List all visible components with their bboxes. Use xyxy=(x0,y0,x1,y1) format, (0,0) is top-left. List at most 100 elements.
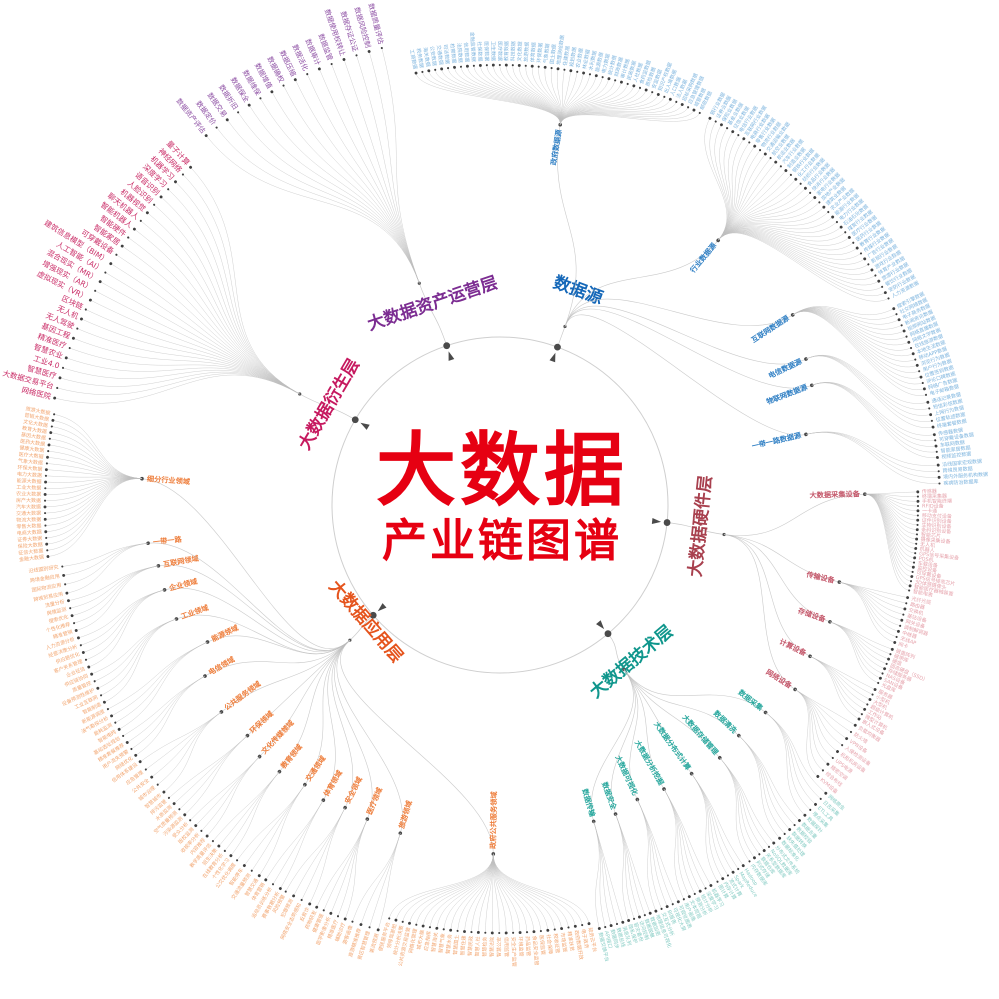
branch-link xyxy=(615,814,646,916)
leaf-node: 证件识别设备 xyxy=(916,517,952,525)
branch-link xyxy=(260,98,420,284)
branch-link xyxy=(718,138,744,241)
branch-link xyxy=(724,534,831,623)
leaf-dot xyxy=(359,923,363,927)
leaf-dot xyxy=(919,375,923,379)
leaf-dot xyxy=(532,930,536,934)
branch-link xyxy=(691,773,723,879)
branch-link xyxy=(829,621,881,679)
leaf-dot xyxy=(278,887,282,891)
leaf-node: 智慧气象 xyxy=(437,928,447,954)
branch-link xyxy=(46,478,143,539)
leaf-dot xyxy=(656,93,660,96)
leaf-dot xyxy=(885,662,888,665)
leaf-label: 智能电表 xyxy=(912,588,933,599)
leaf-dot xyxy=(236,859,239,862)
leaf-node: 司法数据 xyxy=(442,44,451,70)
leaf-label: 气象大数据 xyxy=(18,457,44,466)
sub-node: 医疗领域 xyxy=(365,785,385,816)
leaf-dot xyxy=(329,911,333,915)
branch-link xyxy=(83,589,165,653)
leaf-label: 信用监管 xyxy=(503,937,510,957)
leaf-dot xyxy=(897,318,901,322)
branch-link xyxy=(434,69,561,125)
branch-link xyxy=(467,66,561,125)
leaf-dot xyxy=(902,613,905,616)
branch-link xyxy=(829,621,889,660)
leaf-node: 终端采集器 xyxy=(916,493,947,500)
leaf-dot xyxy=(632,84,636,88)
leaf-dot xyxy=(48,437,51,440)
leaf-dot xyxy=(81,651,85,654)
leaf-dot xyxy=(643,914,646,917)
leaf-dot xyxy=(789,173,792,176)
branch-link xyxy=(718,142,750,241)
leaf-dot xyxy=(259,97,262,100)
sub-node: 工业领域 xyxy=(180,603,211,621)
sub-node-dot xyxy=(219,710,224,714)
leaf-dot xyxy=(421,70,424,73)
branch-link xyxy=(724,534,811,657)
branch-link xyxy=(140,711,222,762)
leaf-dot xyxy=(90,672,94,676)
branch-link xyxy=(195,756,260,826)
branch-link xyxy=(127,675,206,743)
leaf-label: 医疗数据 xyxy=(496,41,503,61)
branch-link xyxy=(493,853,521,933)
branch-link xyxy=(122,675,206,737)
leaf-node: 电商大数据 xyxy=(17,528,48,537)
leaf-label: 证券大数据 xyxy=(17,535,42,544)
branch-link xyxy=(51,426,143,479)
branch-link xyxy=(839,581,895,643)
sub-node-dot xyxy=(398,831,403,835)
leaf-node: 智慧住建 xyxy=(459,930,468,956)
leaf-dot xyxy=(758,853,761,856)
branch-link xyxy=(206,756,260,837)
branch-link xyxy=(236,784,306,861)
sub-node-dot-group xyxy=(219,710,224,714)
leaf-label: 水利数据 xyxy=(587,50,598,71)
branch-link xyxy=(493,853,590,924)
branch-link xyxy=(460,66,561,125)
leaf-dot xyxy=(627,919,631,922)
leaf-dot xyxy=(895,313,898,316)
leaf-dot xyxy=(863,707,867,711)
branch-link xyxy=(201,756,260,832)
leaf-label: 基因大数据 xyxy=(21,431,47,442)
branch-link xyxy=(331,639,354,808)
branch-link xyxy=(559,101,677,125)
leaf-dot xyxy=(204,134,208,138)
branch-link xyxy=(718,232,886,296)
leaf-dot xyxy=(465,64,469,68)
leaf-dot xyxy=(680,103,684,106)
leaf-dot xyxy=(871,693,874,696)
leaf-dot xyxy=(604,926,607,929)
leaf-node: 地理测绘数据 xyxy=(555,35,566,71)
sub-node: 物联网数据源 xyxy=(765,382,809,406)
leaf-dot xyxy=(306,73,309,76)
leaf-dot xyxy=(936,463,940,467)
branch-anchor-dot xyxy=(351,416,359,424)
leaf-dot xyxy=(819,797,822,800)
leaf-dot xyxy=(895,635,898,638)
sub-label: 传输设备 xyxy=(805,570,837,586)
leaf-dot xyxy=(916,504,920,508)
leaf-dot xyxy=(293,78,297,82)
branch-link xyxy=(607,633,625,670)
branch-link xyxy=(864,493,918,526)
leaf-dot xyxy=(753,144,757,148)
leaf-node: 车联网数据 xyxy=(934,439,965,449)
leaf-dot xyxy=(929,413,933,417)
leaf-label: 机器人 xyxy=(919,545,935,554)
leaf-dot xyxy=(836,750,839,754)
branch-link xyxy=(46,469,143,479)
leaf-dot xyxy=(172,802,176,806)
leaf-dot xyxy=(601,76,604,79)
sub-node: 细分行业领域 xyxy=(147,474,191,486)
branch-link xyxy=(719,757,765,851)
branch-link xyxy=(212,771,280,842)
leaf-dot xyxy=(822,205,826,209)
leaf-dot xyxy=(504,63,508,67)
leaf-dot xyxy=(134,753,138,757)
